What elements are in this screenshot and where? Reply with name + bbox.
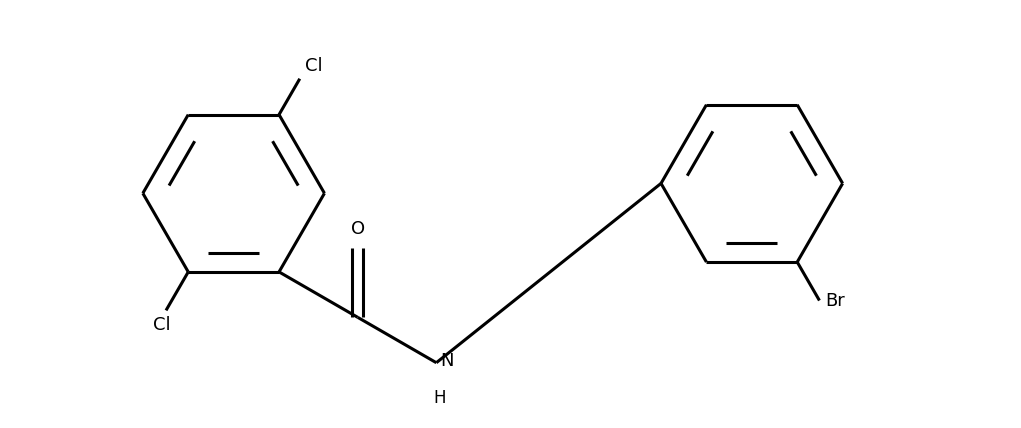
Text: H: H	[433, 389, 446, 407]
Text: Cl: Cl	[153, 316, 171, 334]
Text: Br: Br	[825, 291, 845, 309]
Text: Cl: Cl	[304, 57, 323, 75]
Text: N: N	[440, 352, 453, 370]
Text: O: O	[350, 220, 364, 238]
